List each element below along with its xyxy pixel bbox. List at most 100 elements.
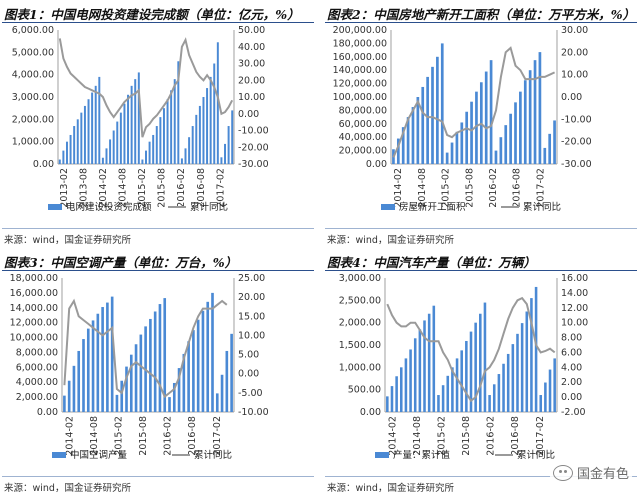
bar [127,94,130,164]
chart-source: 来源：wind，国金证券研究所 [4,483,131,494]
left-axis-tick-label: 6,000.00 [12,25,54,36]
bar [446,375,450,412]
bar [455,358,459,412]
x-tick-label: 2013-02 [59,168,70,208]
bar [83,105,86,164]
bar [159,117,162,164]
bar [216,42,219,164]
right-axis-tick-label: -20.00 [238,142,269,153]
legend-label: 中国空调产量 [70,449,128,461]
bar [86,328,90,412]
left-axis-tick-label: 6,000.00 [16,362,58,373]
bar [418,329,422,412]
left-axis-tick-label: 8,000.00 [16,347,58,358]
bar [198,105,201,164]
bar [520,323,524,412]
x-tick-label: 2016-02 [486,416,497,456]
bar [69,134,72,164]
bar [514,102,517,164]
bar [411,107,415,164]
right-axis-tick-label: 16.00 [561,273,588,284]
left-axis-tick-label: 1,500.00 [339,340,381,351]
right-axis-tick-label: -30.00 [238,159,269,170]
bar [112,130,115,164]
bar [543,147,547,164]
bar [220,374,224,412]
right-axis-tick-label: -10.00 [238,126,269,137]
right-axis-tick-label: 50.00 [238,25,265,36]
bar [548,369,552,412]
left-axis-tick-label: 2,000.00 [339,318,381,329]
bar [58,159,61,164]
x-tick-label: 2014-08 [417,168,428,208]
bar [437,395,440,412]
watermark-text: 国金有色 [576,467,629,482]
bar [534,286,538,412]
x-tick-label: 2017-02 [535,168,546,208]
bar [119,112,122,164]
bar [416,97,420,164]
bar [469,331,473,412]
right-axis-tick-label: 0.00 [561,392,582,403]
source-rule [325,228,637,229]
legend-label: 累计同比 [517,449,555,461]
bar [106,302,109,412]
bar [130,85,133,164]
chart-svg-real-estate: 0.00 20,000.00 40,000.00 60,000.00 80,000.00… [333,25,592,213]
x-tick-label: 2015-02 [114,416,125,456]
x-tick-label: 2015-08 [138,416,149,456]
legend-label: 累计同比 [194,449,232,461]
left-axis-tick-label: 0.00 [37,407,58,418]
bar [225,350,229,412]
bar [421,86,425,164]
bar [91,320,95,412]
bar [196,319,200,412]
bar [172,382,176,412]
right-axis-tick-label: 15.00 [238,311,265,322]
right-axis-tick-label: 20.00 [561,47,588,58]
x-tick-label: 2014-08 [89,416,100,456]
legend-bar-swatch [375,452,389,458]
left-axis-tick-label: 4,000.00 [12,70,54,81]
legend-label: 产量：累计值 [393,449,451,461]
left-axis-tick-label: 5,000.00 [12,47,54,58]
bar [191,126,194,164]
right-axis-tick-label: -5.00 [238,388,263,399]
bar [511,344,515,412]
left-axis-tick-label: 10,000.00 [10,333,58,344]
bar [87,99,90,164]
bar [139,334,143,412]
bar [489,60,493,164]
bar [427,313,431,412]
left-axis-tick-label: 1,000.00 [12,137,54,148]
bar [163,298,167,412]
right-axis-tick-label: -10.00 [561,114,592,125]
bar [184,148,187,164]
left-axis-tick-label: 16,000.00 [10,288,58,299]
bar [460,122,464,164]
left-axis-tick-label: 12,000.00 [10,318,58,329]
bar [401,127,405,164]
bar [116,121,119,164]
bar [110,296,114,412]
bar [432,305,436,412]
right-axis-tick-label: -30.00 [561,159,592,170]
legend-label: 累计同比 [190,201,228,213]
x-tick-label: 2016-08 [196,168,207,208]
bar [502,363,505,412]
bar [73,126,76,164]
bar [101,307,104,412]
bar [201,310,205,412]
bar [475,91,478,164]
bar [62,150,65,164]
yoy-line [386,296,556,403]
left-axis-tick-label: 0.00 [366,159,387,170]
yoy-line [58,37,234,138]
bar [65,141,68,164]
bar [137,72,140,164]
bar [220,157,223,164]
bar [166,99,169,164]
bar [509,113,512,164]
right-axis-tick-label: 30.00 [238,59,265,70]
chart-title: 图表1：中国电网投资建设完成额（单位：亿元，%） [4,7,300,22]
